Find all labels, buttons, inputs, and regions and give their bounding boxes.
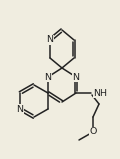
Text: NH: NH bbox=[93, 89, 107, 97]
Text: N: N bbox=[17, 104, 24, 114]
Text: N: N bbox=[45, 73, 51, 82]
Text: O: O bbox=[89, 128, 97, 136]
Text: N: N bbox=[72, 73, 79, 82]
Text: N: N bbox=[47, 35, 54, 45]
